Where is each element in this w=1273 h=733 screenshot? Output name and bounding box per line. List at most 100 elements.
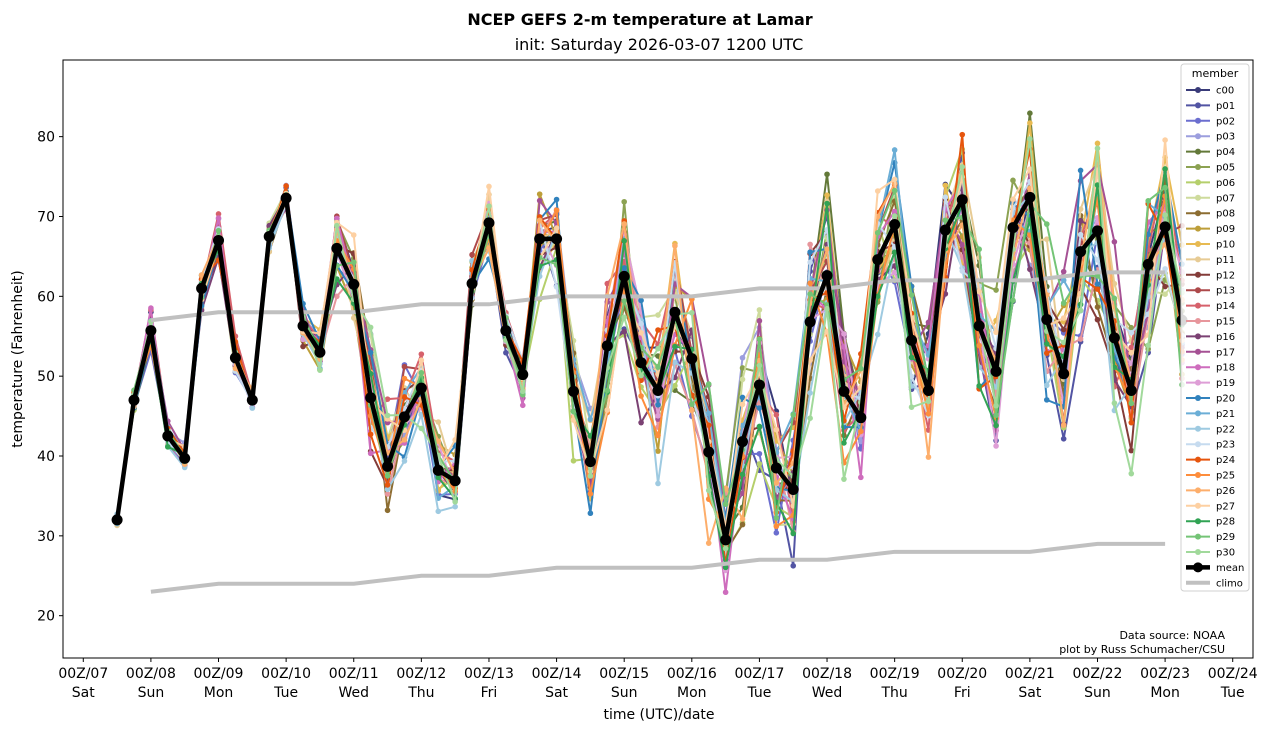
legend-marker — [1195, 318, 1201, 324]
member-point — [993, 402, 999, 409]
legend-marker — [1195, 102, 1201, 109]
member-point — [1094, 316, 1101, 323]
member-point — [773, 523, 780, 530]
member-point — [418, 425, 425, 432]
mean-point — [855, 412, 867, 424]
legend-item-p22: p22 — [1186, 424, 1235, 435]
chart-title: NCEP GEFS 2-m temperature at Lamar — [467, 10, 812, 29]
member-point — [722, 589, 729, 596]
member-point — [621, 298, 627, 304]
legend-marker — [1195, 194, 1201, 201]
mean-layer — [111, 191, 1188, 546]
member-point — [452, 498, 458, 505]
mean-point — [906, 334, 918, 346]
x-tick-label-time: 00Z/08 — [126, 666, 176, 682]
legend-marker — [1195, 210, 1201, 217]
mean-point — [213, 234, 225, 246]
legend-label: p15 — [1216, 317, 1235, 328]
mean-point — [601, 340, 613, 352]
mean-point — [956, 194, 968, 206]
member-point — [891, 249, 898, 256]
member-point — [350, 232, 357, 238]
member-point — [401, 436, 408, 443]
member-point — [959, 268, 966, 274]
member-point — [165, 444, 171, 450]
member-point — [908, 373, 915, 380]
member-point — [858, 365, 864, 372]
member-point — [1060, 277, 1067, 284]
legend-item-p15: p15 — [1186, 317, 1235, 328]
member-point — [1027, 136, 1033, 142]
mean-point — [500, 325, 512, 337]
legend-marker — [1195, 225, 1201, 232]
member-point — [587, 416, 594, 423]
x-tick-label-time: 00Z/14 — [532, 666, 582, 682]
member-point — [976, 288, 982, 295]
legend-marker — [1195, 502, 1201, 509]
member-point — [1043, 382, 1050, 389]
member-point — [621, 314, 627, 321]
mean-point — [263, 230, 275, 242]
legend-marker — [1195, 133, 1201, 140]
member-point — [841, 440, 847, 446]
member-point — [435, 474, 442, 481]
member-point — [739, 516, 746, 522]
member-point — [1060, 422, 1067, 428]
member-point — [942, 217, 949, 224]
member-point — [773, 411, 780, 418]
x-tick-label-day: Thu — [407, 685, 434, 701]
plot-frame — [62, 59, 1254, 659]
member-point — [604, 387, 611, 394]
mean-point — [449, 475, 461, 487]
member-point — [925, 319, 932, 326]
legend-item-mean: mean — [1186, 562, 1244, 574]
member-point — [993, 329, 999, 336]
legend-marker — [1195, 287, 1201, 294]
member-point — [367, 431, 374, 438]
member-point — [1162, 137, 1168, 143]
legend-marker — [1195, 87, 1201, 93]
legend-label: p02 — [1216, 116, 1235, 127]
legend-marker — [1195, 533, 1201, 540]
member-point — [587, 473, 594, 479]
member-point — [858, 428, 864, 435]
mean-point — [703, 446, 715, 458]
member-point — [739, 394, 746, 401]
member-point — [790, 530, 797, 537]
x-tick-label-time: 00Z/24 — [1208, 666, 1258, 682]
member-point — [773, 515, 780, 521]
legend-item-p30: p30 — [1186, 548, 1235, 559]
member-point — [334, 215, 340, 222]
member-point — [334, 222, 340, 229]
member-point — [486, 245, 492, 252]
legend-label: p09 — [1216, 224, 1235, 235]
member-point — [1027, 120, 1033, 126]
member-point — [570, 408, 577, 415]
member-point — [925, 410, 932, 417]
legend-marker — [1195, 271, 1201, 278]
member-point — [756, 336, 763, 342]
member-point — [655, 448, 661, 454]
member-point — [672, 359, 678, 366]
legend-label: p12 — [1216, 270, 1235, 281]
x-tick-label-day: Sun — [1084, 685, 1111, 701]
member-point — [1128, 329, 1135, 336]
member-point — [689, 401, 695, 408]
member-point — [350, 315, 357, 321]
member-line-p04 — [116, 112, 1183, 534]
legend-label: p14 — [1216, 301, 1235, 312]
member-point — [215, 227, 222, 234]
y-axis-label: temperature (Fahrenheit) — [10, 270, 26, 447]
mean-point — [483, 217, 495, 229]
legend-label: p16 — [1216, 332, 1235, 343]
member-point — [1111, 280, 1118, 287]
climo-max-line — [150, 270, 1166, 323]
member-point — [638, 372, 644, 379]
mean-point — [1058, 368, 1070, 380]
legend-item-p03: p03 — [1186, 132, 1235, 143]
y-tick-label: 50 — [37, 369, 55, 385]
legend-label: p06 — [1216, 178, 1235, 189]
legend-item-p12: p12 — [1186, 270, 1235, 281]
member-point — [553, 284, 560, 290]
member-point — [756, 307, 763, 313]
